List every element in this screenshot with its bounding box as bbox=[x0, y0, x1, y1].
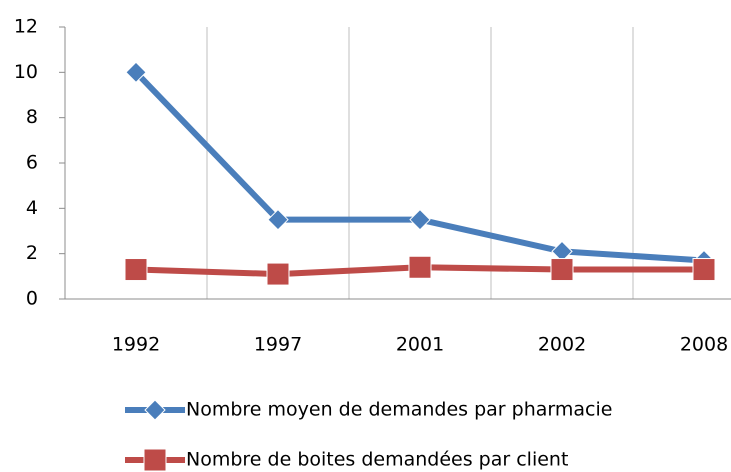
y-tick-label: 10 bbox=[14, 61, 38, 83]
point bbox=[267, 208, 289, 231]
point bbox=[266, 262, 290, 286]
point bbox=[408, 255, 432, 279]
legend-label: Nombre de boites demandées par client bbox=[186, 449, 568, 471]
x-tick-label: 2002 bbox=[538, 334, 586, 356]
x-tick-label: 2008 bbox=[680, 334, 728, 356]
y-tick-label: 6 bbox=[26, 152, 38, 174]
x-tick-label: 2001 bbox=[396, 334, 444, 356]
legend-marker bbox=[144, 399, 166, 421]
y-tick-label: 4 bbox=[26, 197, 38, 219]
point bbox=[409, 208, 431, 231]
y-tick-label: 12 bbox=[14, 16, 38, 38]
point bbox=[550, 258, 574, 282]
y-tick-label: 2 bbox=[26, 242, 38, 264]
point bbox=[692, 258, 716, 282]
legend-label: Nombre moyen de demandes par pharmacie bbox=[186, 399, 612, 421]
y-tick-label: 8 bbox=[26, 106, 38, 128]
x-tick-label: 1997 bbox=[254, 334, 302, 356]
point bbox=[124, 258, 148, 282]
x-tick-label: 1992 bbox=[112, 334, 160, 356]
series-line bbox=[133, 70, 705, 264]
y-tick-label: 0 bbox=[26, 288, 38, 310]
point bbox=[125, 61, 147, 84]
legend-marker bbox=[143, 448, 167, 472]
